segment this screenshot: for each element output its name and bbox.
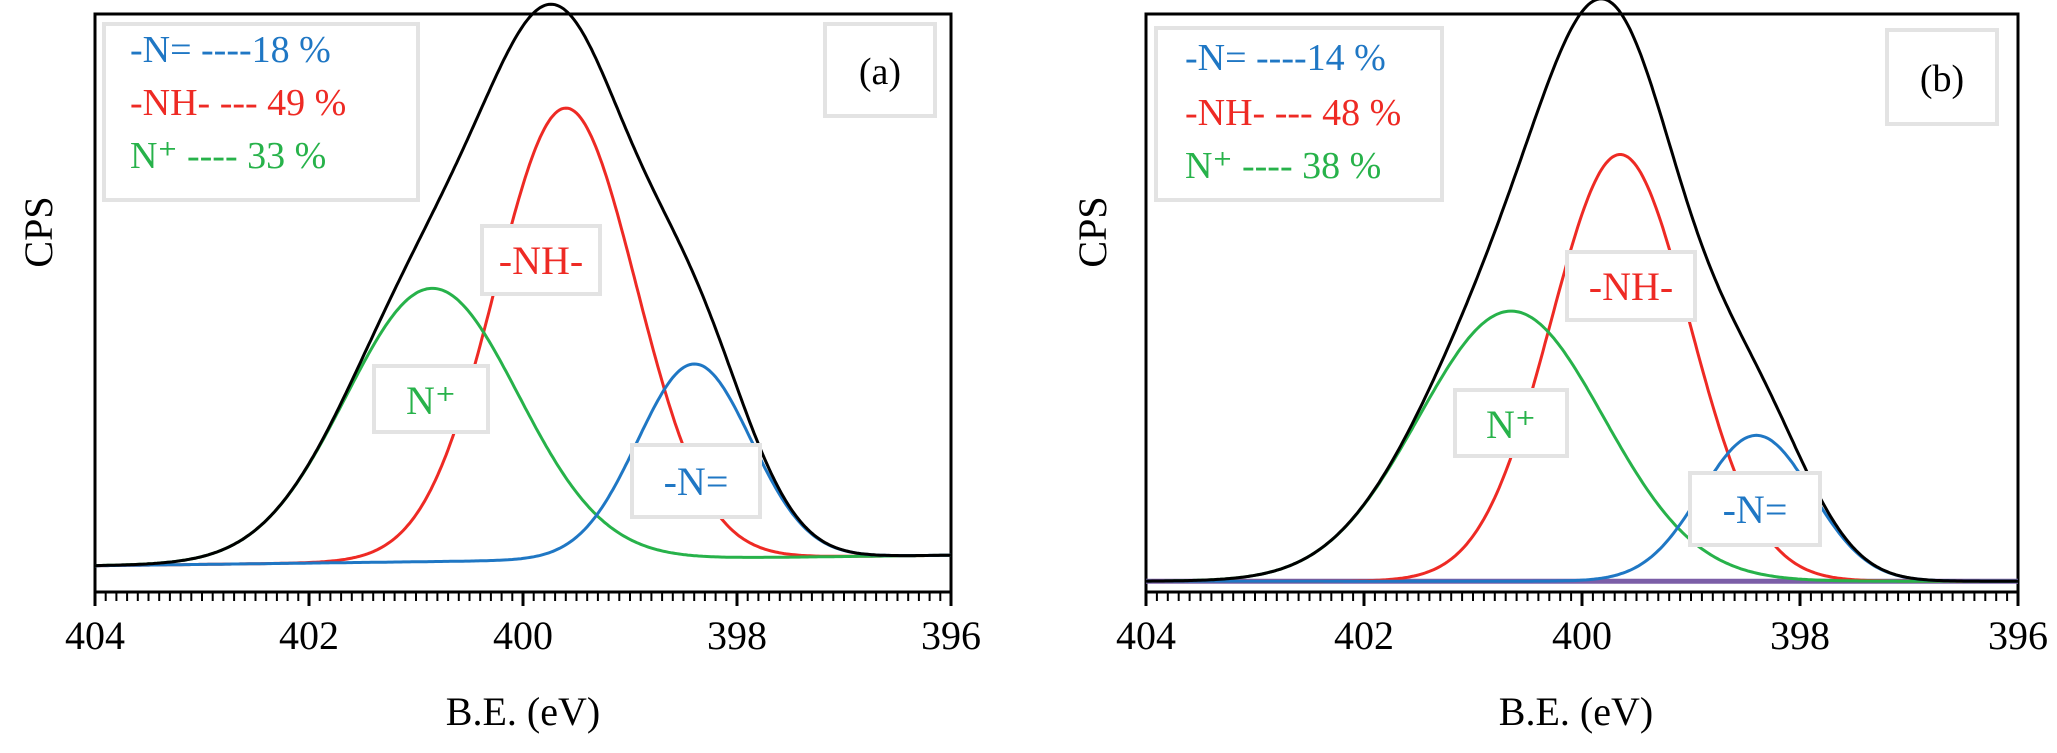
x-tick-label: 402 <box>1334 613 1394 658</box>
peak-label-box <box>372 364 490 434</box>
peak-label: -NH- <box>499 238 583 283</box>
peak-label-box <box>1565 250 1697 322</box>
x-tick-label: 396 <box>1988 613 2048 658</box>
legend-entry: -N= ----14 % <box>1185 37 1386 79</box>
x-tick-label: 400 <box>493 613 553 658</box>
peak-label-box <box>1453 388 1569 458</box>
x-tick-label: 396 <box>921 613 981 658</box>
envelope-line <box>1146 0 2018 583</box>
panel-tag-box <box>1885 28 1999 126</box>
x-axis-title: B.E. (eV) <box>446 689 600 734</box>
legend-box <box>1154 26 1444 202</box>
legend-entry: -NH- --- 48 % <box>1185 92 1401 134</box>
plot-area: 404 402 400 398 396 -N= ----14 % -NH- --- 48 %… <box>1116 0 2048 658</box>
legend-entry: N⁺ ---- 33 % <box>130 135 326 177</box>
x-tick-label: 404 <box>65 613 125 658</box>
panel-tag: (a) <box>859 51 901 93</box>
peak-label-box <box>480 224 602 296</box>
panel-tag-box <box>823 22 937 118</box>
peak-label: N⁺ <box>1486 402 1536 447</box>
peak-label-box <box>630 443 762 519</box>
chart-panel-a: CPS B.E. (eV) 404 402 400 398 396 -N= ----18 … <box>16 2 981 734</box>
peak-label: -NH- <box>1589 264 1673 309</box>
x-tick-label: 402 <box>279 613 339 658</box>
peak-label: N⁺ <box>406 378 456 423</box>
chart-panel-b: CPS B.E. (eV) 404 402 400 398 396 -N= ----14 … <box>1070 0 2048 734</box>
peak-label: -N= <box>664 459 729 504</box>
envelope-line <box>95 2 951 568</box>
legend-box <box>102 22 420 202</box>
y-axis-title: CPS <box>16 196 61 267</box>
legend-entry: N⁺ ---- 38 % <box>1185 145 1381 187</box>
x-tick-label: 398 <box>707 613 767 658</box>
plot-area: 404 402 400 398 396 -N= ----18 % -NH- --- 49 %… <box>65 2 981 658</box>
x-axis-title: B.E. (eV) <box>1499 689 1653 734</box>
x-tick-label: 404 <box>1116 613 1176 658</box>
legend-entry: -NH- --- 49 % <box>130 82 346 124</box>
y-axis-title: CPS <box>1070 196 1115 267</box>
legend-entry: -N= ----18 % <box>130 29 331 71</box>
peak-label: -N= <box>1723 487 1788 532</box>
peak-label-box <box>1688 471 1822 547</box>
x-tick-label: 400 <box>1552 613 1612 658</box>
panel-tag: (b) <box>1920 58 1964 100</box>
x-tick-label: 398 <box>1770 613 1830 658</box>
